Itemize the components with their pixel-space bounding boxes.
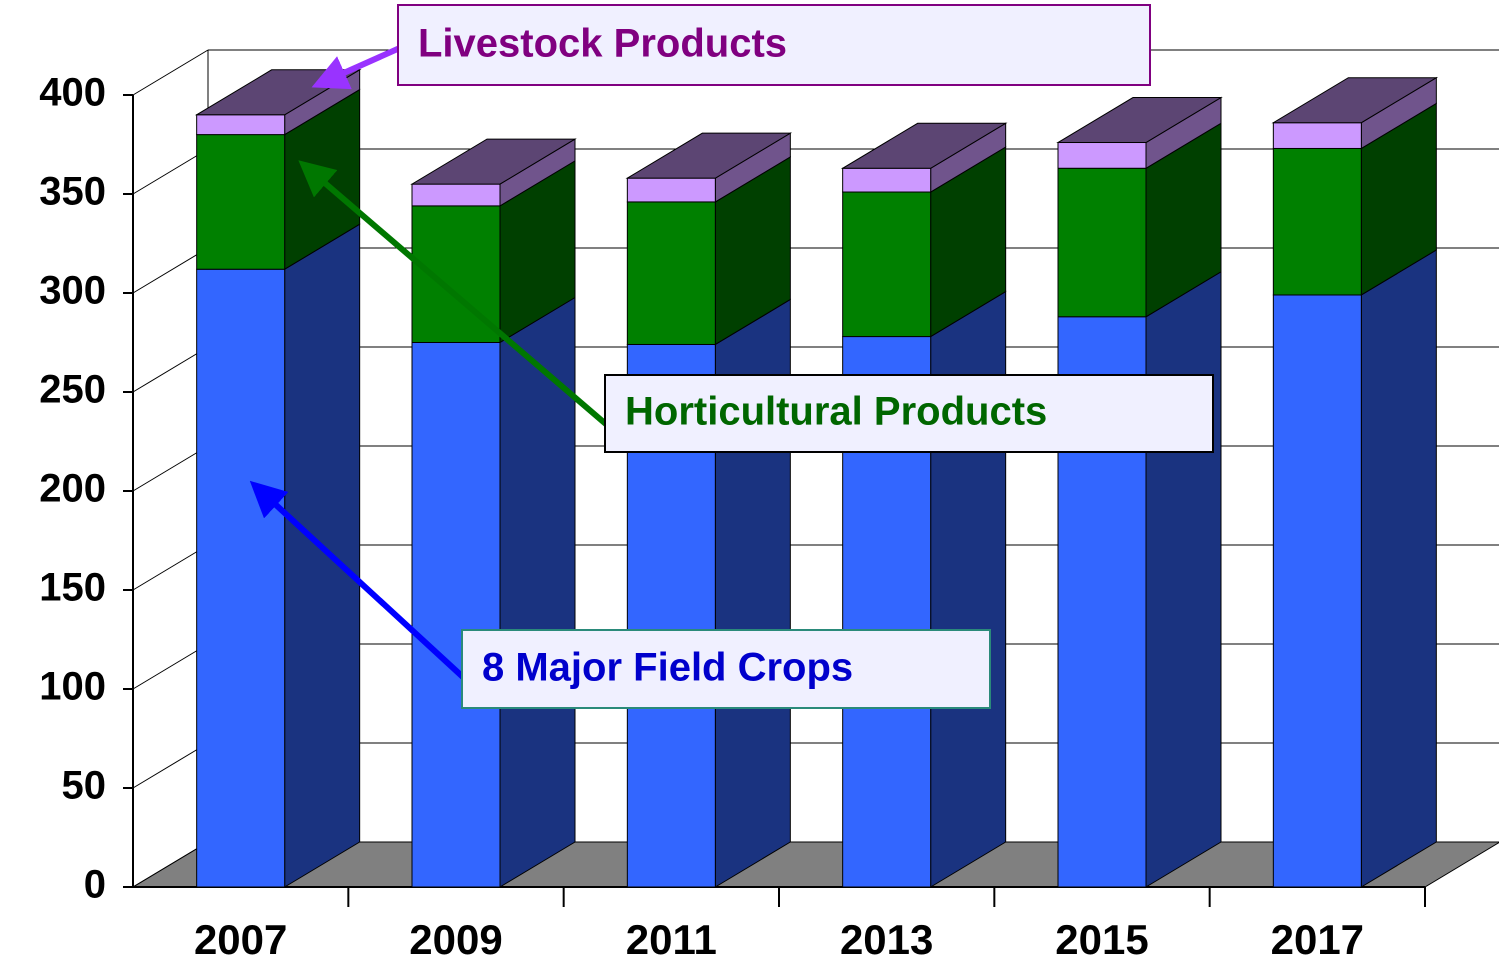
bar	[1272, 147, 1362, 296]
bar-top	[1056, 97, 1223, 144]
x-tick-label: 2009	[409, 916, 502, 963]
arrow	[311, 44, 404, 90]
plot-area: 0 50 100 150 200 250 300 350 400 2007 2009 2011 2013…	[39, 49, 1499, 963]
bar	[626, 177, 716, 203]
arrow	[249, 480, 467, 681]
x-tick-label: 2017	[1271, 916, 1364, 963]
bar	[196, 134, 286, 270]
bar	[1057, 142, 1147, 169]
bar	[626, 201, 716, 345]
bar-top	[1271, 77, 1439, 124]
bar	[842, 167, 932, 193]
grid-line-side	[132, 247, 209, 294]
y-tick-label: 150	[39, 566, 106, 610]
grid-line-side	[132, 643, 209, 690]
y-tick-label: 0	[84, 863, 106, 907]
grid-line-side	[132, 544, 209, 591]
annotation-box	[461, 629, 991, 709]
grid-line-side	[132, 148, 209, 195]
y-tick-label: 300	[39, 269, 106, 313]
bar	[1272, 294, 1362, 888]
bar	[196, 114, 286, 136]
grid-line-side	[132, 742, 209, 789]
bar	[411, 183, 501, 207]
grid-line-side	[132, 346, 209, 393]
annotation-box	[604, 374, 1214, 453]
y-tick-label: 200	[39, 467, 106, 511]
x-tick-label: 2013	[840, 916, 933, 963]
grid-line-side	[132, 49, 209, 96]
bar	[411, 342, 501, 888]
grid-line-side	[132, 841, 209, 888]
x-tick-label: 2007	[194, 916, 287, 963]
bar-side	[284, 223, 361, 888]
bar	[842, 191, 932, 338]
arrow	[298, 160, 609, 428]
y-tick-label: 50	[62, 764, 107, 808]
x-tick-label: 2011	[626, 916, 717, 963]
y-tick-label: 400	[39, 71, 106, 115]
annotation-label: Livestock Products	[418, 22, 787, 66]
annotation-box	[397, 4, 1151, 86]
grid-line-side	[132, 445, 209, 492]
bar-top	[840, 122, 1008, 169]
bar-top	[625, 132, 793, 179]
bar	[1272, 122, 1362, 149]
bar-top	[410, 138, 577, 185]
annotations: Livestock Products Horticultural Product…	[249, 4, 1214, 709]
y-tick-label: 100	[39, 665, 106, 709]
bar	[1057, 167, 1147, 318]
annotation-label: 8 Major Field Crops	[482, 646, 853, 690]
y-tick-label: 250	[39, 368, 106, 412]
bar-side	[1360, 249, 1437, 888]
y-tick-label: 350	[39, 170, 106, 214]
bar	[196, 268, 286, 888]
x-tick-label: 2015	[1055, 916, 1148, 963]
bar-side	[1145, 270, 1222, 888]
annotation-label: Horticultural Products	[625, 390, 1047, 434]
